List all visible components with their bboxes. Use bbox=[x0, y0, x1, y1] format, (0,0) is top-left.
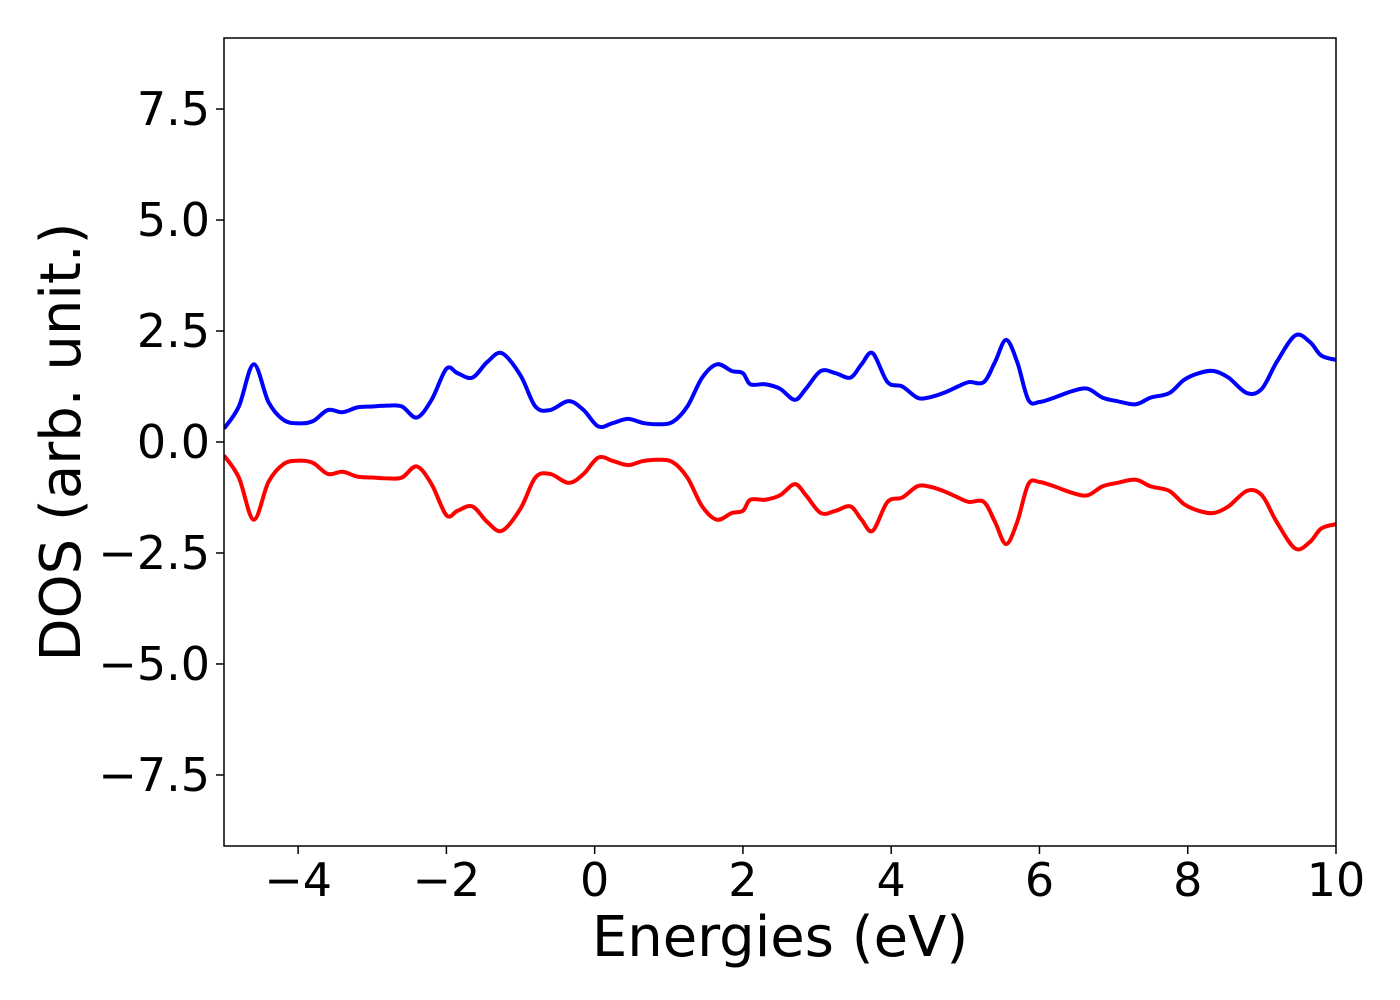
x-tick-label: −4 bbox=[264, 853, 332, 907]
y-tick-label: 2.5 bbox=[137, 304, 210, 358]
y-axis: 7.5 5.0 2.5 0.0 −2.5 −5.0 −7.5 bbox=[98, 82, 224, 802]
x-tick-label: 8 bbox=[1173, 853, 1202, 907]
y-tick-label: −2.5 bbox=[98, 526, 210, 580]
x-tick-label: 2 bbox=[728, 853, 757, 907]
x-tick-label: 0 bbox=[580, 853, 609, 907]
series-line-down bbox=[224, 454, 1336, 552]
x-axis-label: Energies (eV) bbox=[592, 905, 968, 970]
y-tick-label: −7.5 bbox=[98, 748, 210, 802]
x-tick-label: −2 bbox=[412, 853, 480, 907]
series-layer bbox=[224, 332, 1336, 552]
y-tick-label: −5.0 bbox=[98, 637, 210, 691]
series-line-up bbox=[224, 332, 1336, 430]
x-tick-label: 4 bbox=[877, 853, 906, 907]
y-tick-label: 5.0 bbox=[137, 193, 210, 247]
x-tick-label: 6 bbox=[1025, 853, 1054, 907]
x-tick-label: 10 bbox=[1307, 853, 1366, 907]
plot-frame bbox=[223, 37, 1337, 847]
y-tick-label: 0.0 bbox=[137, 415, 210, 469]
y-axis-label: DOS (arb. unit.) bbox=[29, 222, 94, 661]
x-axis: −4 −2 0 2 4 6 8 10 bbox=[264, 846, 1365, 907]
y-tick-label: 7.5 bbox=[137, 82, 210, 136]
